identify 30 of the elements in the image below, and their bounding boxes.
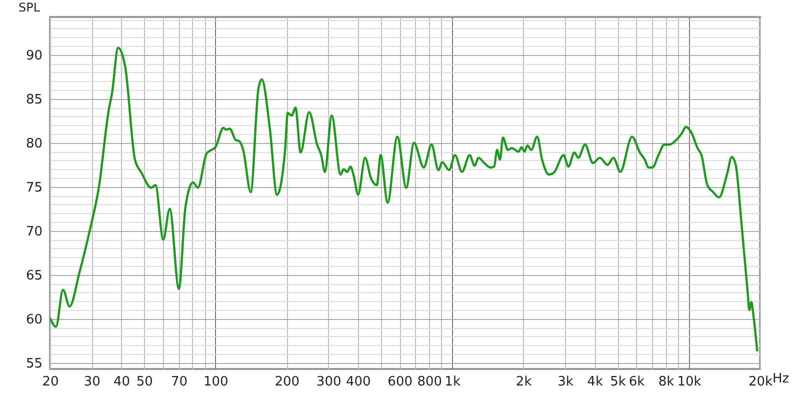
y-tick-label: 60 — [26, 312, 42, 328]
x-tick-label: 4k — [587, 374, 604, 390]
x-tick-label: 70 — [170, 374, 188, 390]
x-tick-label: 20 — [42, 374, 59, 390]
x-tick-label: 600 — [388, 374, 412, 390]
x-tick-label: 40 — [113, 374, 130, 390]
x-tick-label: 8k — [658, 374, 675, 390]
y-tick-label: 80 — [26, 136, 42, 152]
y-tick-label: 85 — [26, 92, 42, 108]
y-axis-title: SPL — [18, 0, 40, 14]
x-tick-label: 400 — [346, 374, 371, 390]
x-tick-label: 50 — [136, 374, 153, 390]
y-tick-label: 65 — [26, 268, 42, 284]
x-tick-label: 200 — [274, 374, 300, 390]
x-tick-label: 800 — [417, 374, 442, 390]
x-tick-label: 20k — [748, 374, 774, 390]
x-tick-label: 300 — [316, 374, 342, 390]
y-tick-label: 55 — [26, 356, 42, 372]
x-tick-label: 1k — [444, 374, 461, 390]
x-tick-label: 5k — [610, 374, 626, 390]
x-tick-label: 2k — [516, 374, 532, 390]
x-tick-label: 6k — [628, 374, 646, 390]
x-axis-title: Hz — [772, 372, 790, 386]
x-tick-label: 100 — [204, 374, 228, 390]
x-tick-label: 10k — [677, 374, 702, 390]
y-tick-label: 75 — [26, 180, 42, 196]
y-tick-label: 70 — [26, 224, 42, 240]
x-tick-label: 3k — [558, 374, 574, 390]
y-tick-label: 90 — [26, 48, 42, 64]
x-tick-label: 30 — [84, 374, 100, 390]
